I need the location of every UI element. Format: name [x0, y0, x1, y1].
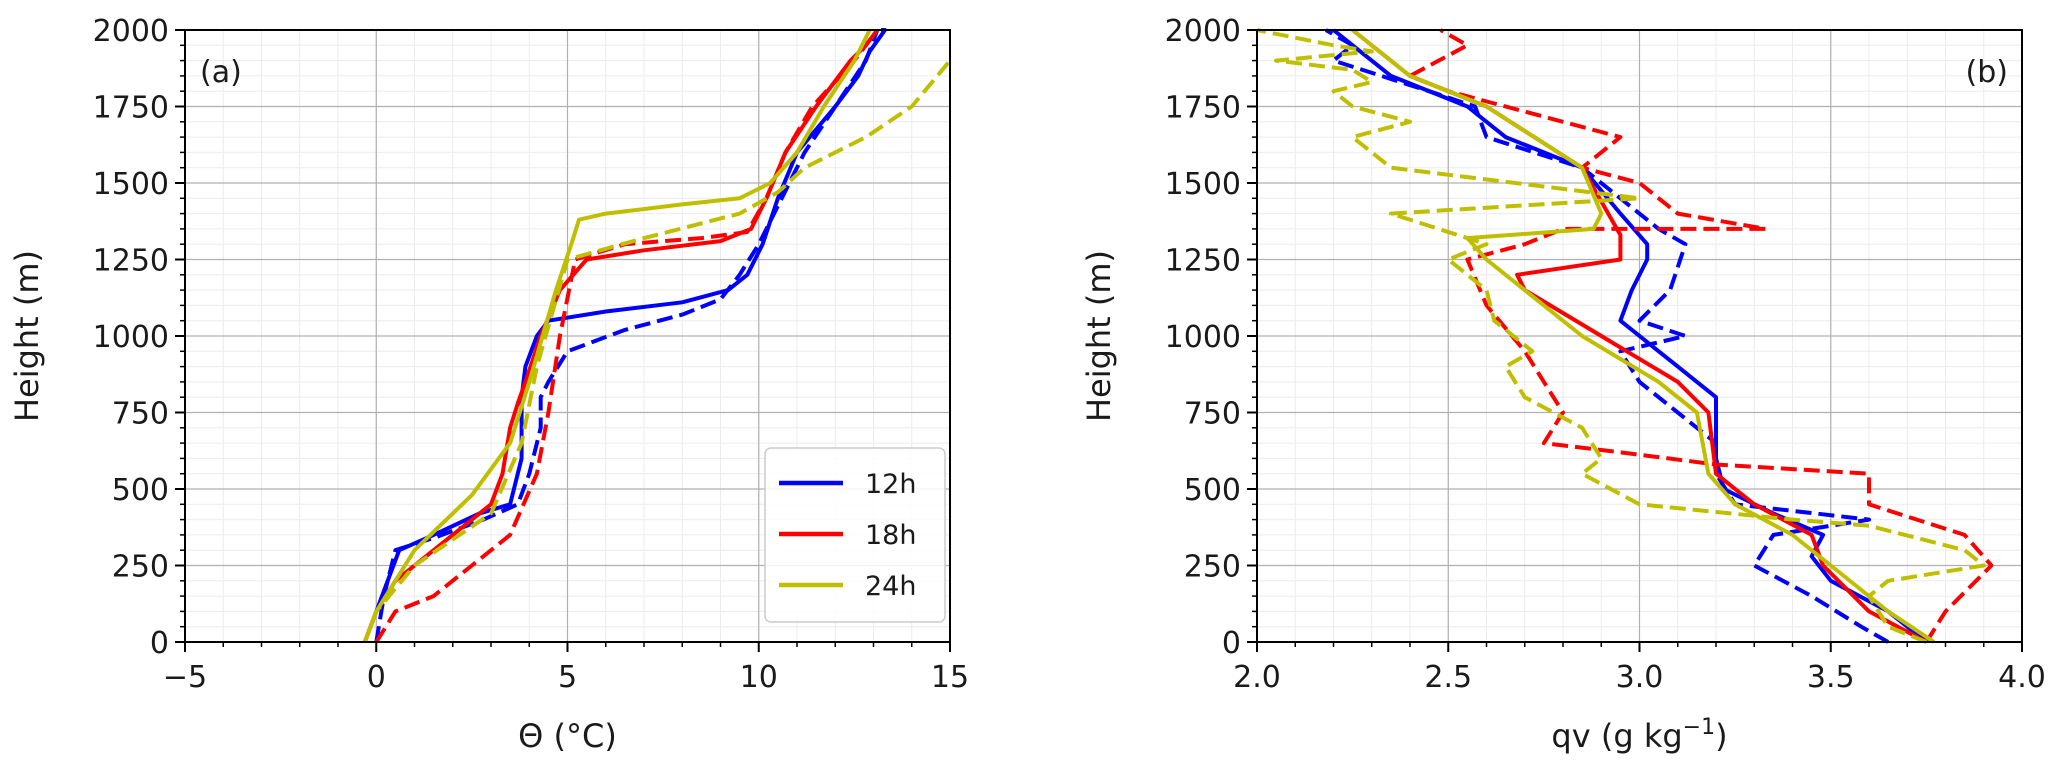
y-tick-label: 500: [112, 473, 169, 508]
x-tick-label: 5: [558, 660, 577, 695]
y-tick-label: 1000: [1165, 320, 1241, 355]
y-tick-label: 1750: [93, 91, 169, 126]
panel-label: (b): [1966, 55, 2008, 90]
y-tick-label: 250: [112, 550, 169, 585]
x-tick-label: 3.5: [1807, 660, 1855, 695]
panel-b: 2.0 2.5 3.0 3.5 4.0 0 250 500 750 1000 1250 1500 175…: [1080, 14, 2046, 755]
x-tick-label: −5: [163, 660, 207, 695]
y-tick-label: 750: [1184, 397, 1241, 432]
series-line-24h-dashed: [1256, 28, 1986, 644]
series-line-12h-dashed: [374, 29, 880, 643]
y-tick-label: 1250: [93, 244, 169, 279]
y-tick-label: 250: [1184, 550, 1241, 585]
y-axis-label: Height (m): [1080, 250, 1118, 422]
x-tick-label: 15: [931, 660, 969, 695]
legend-label: 12h: [865, 469, 916, 500]
y-tick-label: 1750: [1165, 91, 1241, 126]
x-tick-label: 3.0: [1616, 660, 1664, 695]
series-line-24h-solid: [362, 29, 872, 643]
y-tick-label: 1500: [93, 167, 169, 202]
x-axis-label: qv (g kg−1): [1551, 715, 1727, 755]
legend-box: [764, 447, 946, 623]
y-axis-label: Height (m): [8, 250, 46, 422]
legend: 12h 18h 24h: [764, 447, 946, 623]
x-tick-label: 10: [740, 660, 778, 695]
y-tick-label: 1500: [1165, 167, 1241, 202]
x-axis-label: Θ (°C): [518, 717, 617, 755]
series-line-12h-dashed: [1324, 28, 1890, 644]
panel-a: −5 0 5 10 15025050075010001250150017502000Θ …: [8, 14, 969, 755]
y-tick-label: 500: [1184, 473, 1241, 508]
panel-label: (a): [200, 55, 242, 90]
y-tick-label: 1250: [1165, 244, 1241, 279]
y-tick-label: 1000: [93, 320, 169, 355]
y-tick-label: 0: [150, 626, 169, 661]
series-line-24h-solid: [1351, 28, 1936, 644]
x-tick-label: 0: [367, 660, 386, 695]
x-tick-label: 2.5: [1424, 660, 1472, 695]
y-tick-label: 0: [1222, 626, 1241, 661]
x-tick-label: 4.0: [1998, 660, 2046, 695]
y-tick-label: 2000: [93, 14, 169, 49]
legend-label: 18h: [865, 520, 916, 551]
y-tick-label: 2000: [1165, 14, 1241, 49]
y-tick-label: 750: [112, 397, 169, 432]
series-line-24h-dashed: [362, 59, 952, 643]
legend-label: 24h: [865, 571, 916, 602]
x-tick-label: 2.0: [1233, 660, 1281, 695]
